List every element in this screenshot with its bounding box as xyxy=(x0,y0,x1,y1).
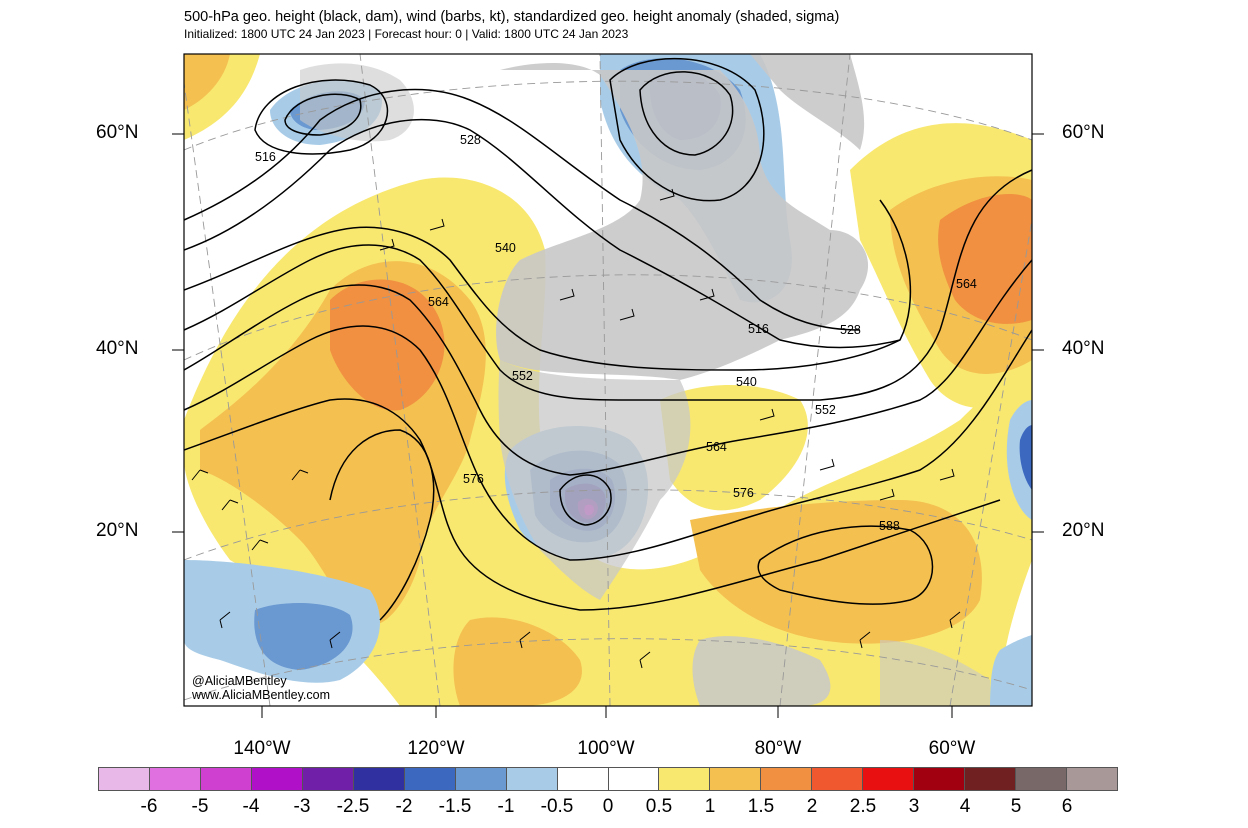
colorbar-tick-label: -2 xyxy=(395,796,413,817)
contour-label: 516 xyxy=(748,322,769,336)
colorbar-tick-label: 2 xyxy=(806,796,818,817)
colorbar-tick-label: 1 xyxy=(704,796,716,817)
map-content: 516 528 540 564 552 576 516 528 540 552 … xyxy=(184,54,1032,706)
colorbar-tick-label: 0 xyxy=(602,796,614,817)
colorbar-swatch xyxy=(455,768,507,790)
colorbar-swatch xyxy=(1016,768,1068,790)
colorbar-swatch xyxy=(506,768,558,790)
colorbar-swatch xyxy=(1067,768,1118,790)
colorbar-tick-label: -2.5 xyxy=(336,796,370,817)
title-block: 500-hPa geo. height (black, dam), wind (… xyxy=(184,8,839,42)
map-frame xyxy=(183,53,1033,707)
colorbar-tick-label: 0.5 xyxy=(645,796,673,817)
contour-label: 552 xyxy=(512,369,533,383)
colorbar-tick-label: -0.5 xyxy=(540,796,574,817)
colorbar-swatch xyxy=(965,768,1017,790)
lon-label-100w: 100°W xyxy=(577,738,635,759)
colorbar-tick-label: -5 xyxy=(191,796,209,817)
contour-label: 516 xyxy=(255,150,276,164)
colorbar-tick-label: -1 xyxy=(497,796,515,817)
height-contours xyxy=(184,57,1032,621)
contour-label: 576 xyxy=(463,472,484,486)
contour-label: 528 xyxy=(840,323,861,337)
colorbar-swatch xyxy=(812,768,864,790)
colorbar-tick-label: -6 xyxy=(140,796,158,817)
lat-label-60n-right: 60°N xyxy=(1062,122,1105,143)
colorbar-tick-label: 3 xyxy=(908,796,920,817)
wind-barbs xyxy=(191,188,961,669)
colorbar xyxy=(98,767,1118,791)
colorbar-tick-label: -1.5 xyxy=(438,796,472,817)
colorbar-swatch xyxy=(302,768,354,790)
colorbar-swatch xyxy=(99,768,150,790)
lon-label-140w: 140°W xyxy=(233,738,291,759)
contour-label: 528 xyxy=(460,133,481,147)
colorbar-swatch xyxy=(149,768,201,790)
colorbar-tick-label: 6 xyxy=(1061,796,1073,817)
contour-label: 564 xyxy=(956,277,977,291)
colorbar-tick-label: 2.5 xyxy=(849,796,877,817)
contour-label: 564 xyxy=(428,295,449,309)
lat-label-20n-left: 20°N xyxy=(96,520,139,541)
lon-label-60w: 60°W xyxy=(928,738,976,759)
colorbar-swatch xyxy=(404,768,456,790)
colorbar-swatch xyxy=(710,768,762,790)
axis-ticks xyxy=(172,133,1044,718)
colorbar-swatch xyxy=(200,768,252,790)
credit-twitter: @AliciaMBentley xyxy=(192,674,287,688)
contour-label: 564 xyxy=(706,440,727,454)
colorbar-swatch xyxy=(761,768,813,790)
colorbar-swatch xyxy=(557,768,609,790)
map-title: 500-hPa geo. height (black, dam), wind (… xyxy=(184,9,840,25)
map-subtitle: Initialized: 1800 UTC 24 Jan 2023 | Fore… xyxy=(184,27,629,41)
contour-labels: 516 528 540 564 552 576 516 528 540 552 … xyxy=(255,133,977,533)
colorbar-swatch xyxy=(251,768,303,790)
colorbar-tick-label: 5 xyxy=(1010,796,1022,817)
colorbar-swatch xyxy=(353,768,405,790)
colorbar-swatch xyxy=(659,768,711,790)
colorbar-tick-label: -4 xyxy=(242,796,260,817)
colorbar-swatch xyxy=(608,768,660,790)
lon-label-120w: 120°W xyxy=(407,738,465,759)
colorbar-swatch xyxy=(914,768,966,790)
lat-label-60n-left: 60°N xyxy=(96,122,139,143)
colorbar-tick-label: -3 xyxy=(293,796,311,817)
credit-website: www.AliciaMBentley.com xyxy=(192,688,331,702)
contour-label: 552 xyxy=(815,403,836,417)
colorbar-tick-label: 1.5 xyxy=(747,796,775,817)
contour-label: 540 xyxy=(736,375,757,389)
lat-label-20n-right: 20°N xyxy=(1062,520,1105,541)
contour-label: 540 xyxy=(495,241,516,255)
lat-label-40n-right: 40°N xyxy=(1062,338,1105,359)
contour-label: 588 xyxy=(879,519,900,533)
colorbar-tick-label: 4 xyxy=(959,796,971,817)
colorbar-swatch xyxy=(863,768,915,790)
lon-label-80w: 80°W xyxy=(754,738,802,759)
lat-label-40n-left: 40°N xyxy=(96,338,139,359)
contour-label: 576 xyxy=(733,486,754,500)
